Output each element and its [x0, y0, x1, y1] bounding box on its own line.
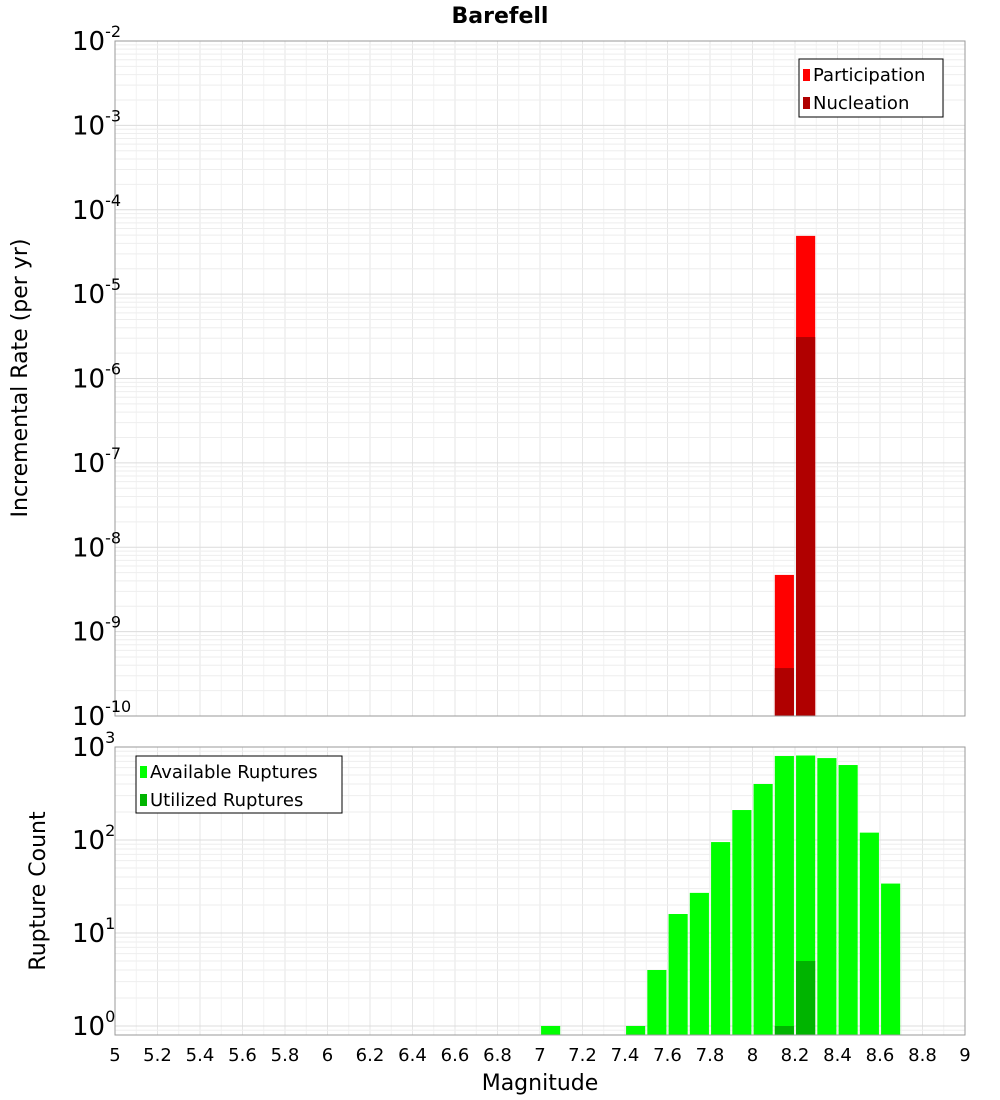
x-tick-label: 5.4 — [186, 1045, 215, 1066]
bottom-legend-box — [135, 755, 343, 814]
x-tick-label: 6.8 — [483, 1045, 512, 1066]
bottom-plot-frame — [114, 746, 966, 1036]
bottom-y-tick-label: 103 — [72, 728, 115, 763]
bottom-bars — [541, 755, 901, 1035]
bottom-y-axis-label: Rupture Count — [26, 811, 51, 971]
incremental-rate-panel: 10-2 10-3 10-4 10-5 10-6 10-7 10-8 10-9 10-10 In… — [8, 22, 966, 732]
x-tick-label: 7 — [534, 1045, 545, 1066]
x-tick-label: 6.2 — [356, 1045, 385, 1066]
bottom-bar-available-ruptures — [753, 784, 773, 1035]
top-y-tick-label: 10-8 — [72, 528, 121, 563]
x-tick-label: 8.2 — [781, 1045, 810, 1066]
top-bars — [774, 235, 816, 716]
legend-swatch-available — [140, 766, 147, 778]
legend-label-nucleation: Nucleation — [813, 93, 909, 114]
bottom-y-tick-label: 101 — [72, 914, 115, 949]
x-tick-label: 9 — [959, 1045, 970, 1066]
top-grid — [114, 41, 966, 717]
bottom-bar-utilized-ruptures — [796, 960, 816, 1035]
x-tick-label: 7.6 — [653, 1045, 682, 1066]
bottom-bar-available-ruptures — [881, 883, 901, 1035]
bottom-bar-available-ruptures — [838, 765, 858, 1035]
x-tick-label: 8 — [747, 1045, 758, 1066]
bottom-bar-available-ruptures — [711, 842, 731, 1035]
x-tick-label: 6.6 — [441, 1045, 470, 1066]
top-bar-nucleation — [774, 668, 794, 716]
legend-label-utilized: Utilized Ruptures — [150, 790, 303, 811]
x-tick-label: 8.4 — [823, 1045, 852, 1066]
bottom-bar-available-ruptures — [541, 1025, 561, 1035]
bottom-bar-available-ruptures — [859, 832, 879, 1035]
chart-title: Barefell — [452, 4, 549, 29]
bottom-y-ticks: 103 102 101 100 — [72, 728, 115, 1042]
x-tick-label: 5.6 — [228, 1045, 257, 1066]
top-y-tick-label: 10-4 — [72, 191, 121, 226]
bottom-x-ticks: 5 5.2 5.4 5.6 5.8 6 6.2 6.4 6.6 6.8 7 7.2 7.4 7.6 7.8 8… — [109, 1045, 970, 1066]
bottom-bar-available-ruptures — [668, 914, 688, 1035]
top-plot-frame — [114, 40, 966, 717]
top-y-tick-label: 10-3 — [72, 106, 121, 141]
bottom-bar-available-ruptures — [774, 756, 794, 1035]
x-tick-label: 7.8 — [696, 1045, 725, 1066]
top-legend-box — [798, 58, 944, 118]
bottom-bar-available-ruptures — [689, 892, 709, 1035]
top-y-axis-label: Incremental Rate (per yr) — [8, 239, 33, 518]
top-bar-nucleation — [796, 337, 816, 716]
bottom-legend: Available Ruptures Utilized Ruptures — [135, 755, 343, 814]
bottom-bar-available-ruptures — [817, 758, 837, 1035]
top-y-tick-label: 10-6 — [72, 360, 121, 395]
bottom-bar-available-ruptures — [626, 1025, 646, 1035]
bottom-y-tick-label: 100 — [72, 1007, 115, 1042]
x-tick-label: 7.4 — [611, 1045, 640, 1066]
x-axis-label: Magnitude — [482, 1071, 599, 1096]
top-y-tick-label: 10-9 — [72, 613, 121, 648]
legend-label-participation: Participation — [813, 65, 925, 86]
bottom-bar-available-ruptures — [732, 810, 752, 1035]
x-tick-label: 7.2 — [568, 1045, 597, 1066]
top-y-ticks: 10-2 10-3 10-4 10-5 10-6 10-7 10-8 10-9 10-10 — [72, 22, 131, 732]
x-tick-label: 5.8 — [271, 1045, 300, 1066]
top-legend: Participation Nucleation — [798, 58, 944, 118]
top-y-tick-label: 10-7 — [72, 444, 121, 479]
top-y-tick-label: 10-10 — [72, 697, 131, 732]
rupture-count-panel: 103 102 101 100 5 5.2 5.4 5.6 5.8 6 6.2 6.4 6.6 6.8 7… — [26, 728, 971, 1096]
top-y-tick-label: 10-2 — [72, 22, 121, 57]
top-y-tick-label: 10-5 — [72, 275, 121, 310]
legend-swatch-participation — [803, 69, 810, 81]
legend-swatch-utilized — [140, 794, 147, 806]
legend-label-available: Available Ruptures — [150, 762, 318, 783]
x-tick-label: 6 — [322, 1045, 333, 1066]
x-tick-label: 5 — [109, 1045, 120, 1066]
bottom-bar-available-ruptures — [647, 969, 667, 1035]
bottom-bar-utilized-ruptures — [774, 1025, 794, 1035]
legend-swatch-nucleation — [803, 97, 810, 109]
bottom-y-tick-label: 102 — [72, 821, 115, 856]
x-tick-label: 8.6 — [866, 1045, 895, 1066]
x-tick-label: 6.4 — [398, 1045, 427, 1066]
x-tick-label: 8.8 — [908, 1045, 937, 1066]
x-tick-label: 5.2 — [143, 1045, 172, 1066]
